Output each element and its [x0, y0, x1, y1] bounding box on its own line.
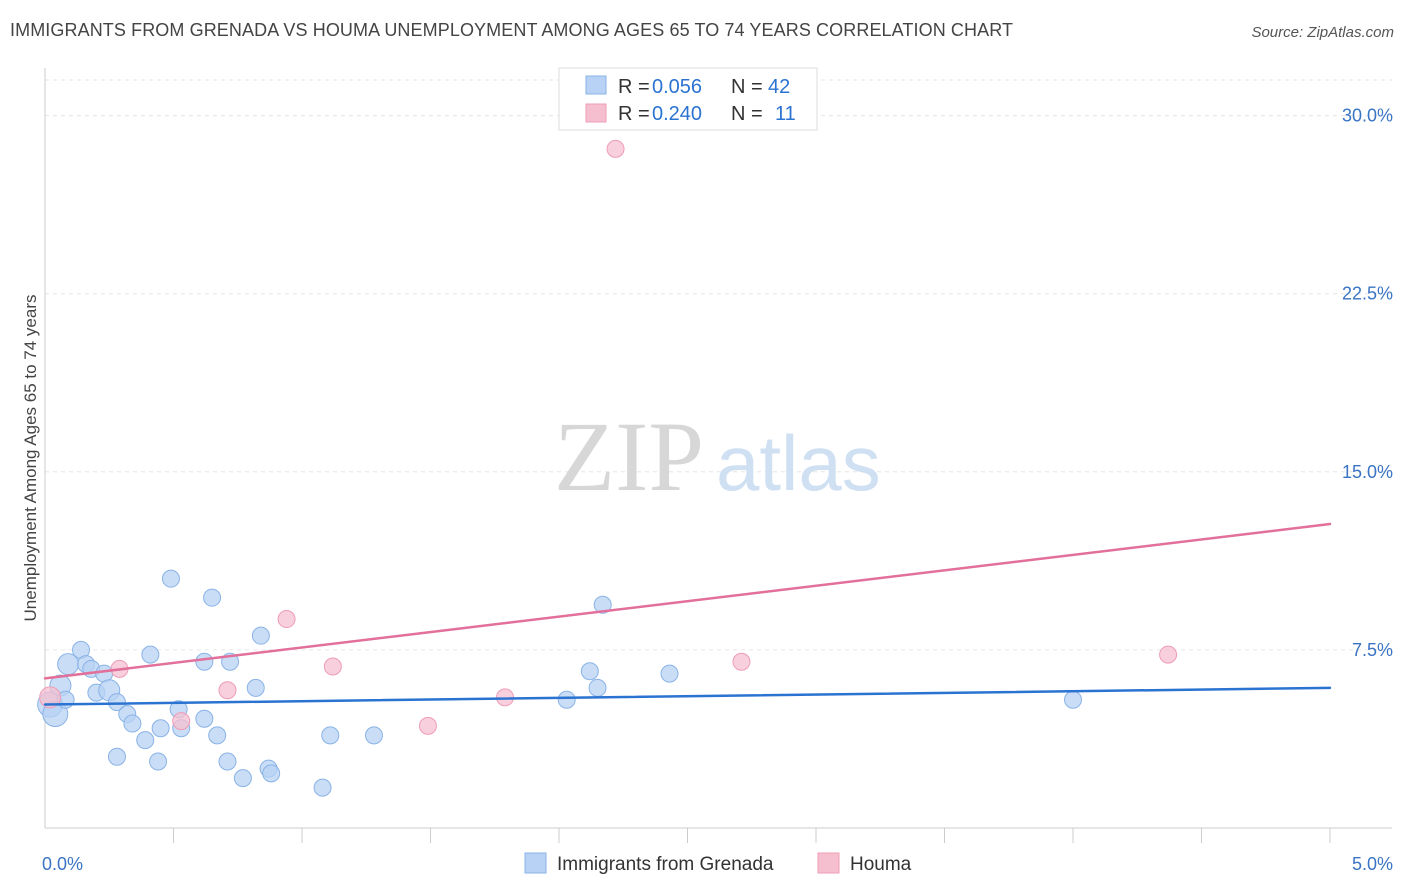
legend-n-label-grenada: N =: [731, 76, 763, 98]
legend-n-label-houma: N =: [731, 103, 763, 125]
legend-r-label-houma: R =: [618, 103, 650, 125]
point-houma-10: [1159, 645, 1178, 664]
watermark-zip: ZIP: [554, 401, 704, 512]
point-grenada-38: [588, 678, 607, 697]
point-grenada-37: [580, 662, 599, 681]
point-grenada-19: [161, 569, 180, 588]
chart-title: IMMIGRANTS FROM GRENADA VS HOUMA UNEMPLO…: [10, 20, 1014, 40]
legend-n-value-houma: 11: [775, 103, 796, 125]
trend-line-houma: [43, 522, 1332, 680]
point-houma-8: [606, 139, 625, 158]
point-grenada-40: [660, 664, 679, 683]
point-houma-0: [39, 686, 62, 709]
point-grenada-22: [195, 709, 214, 728]
series-legend: Immigrants from Grenada Houma: [524, 852, 912, 875]
series-legend-label-grenada: Immigrants from Grenada: [557, 854, 774, 875]
point-grenada-30: [251, 626, 270, 645]
point-houma-4: [277, 610, 296, 629]
point-grenada-15: [136, 731, 155, 750]
point-grenada-33: [313, 778, 332, 797]
point-grenada-18: [151, 719, 170, 738]
point-houma-6: [418, 716, 437, 735]
trend-line-grenada: [43, 686, 1332, 706]
series-grenada-points: [37, 569, 1082, 797]
point-grenada-11: [107, 693, 126, 712]
point-grenada-17: [149, 752, 168, 771]
legend-swatch-grenada: [585, 75, 607, 95]
x-tick-label-0: 0.0%: [42, 854, 83, 874]
point-grenada-24: [203, 588, 222, 607]
y-tick-label-2: 22.5%: [1342, 284, 1393, 304]
point-grenada-26: [218, 752, 237, 771]
point-houma-2: [172, 712, 191, 731]
y-tick-labels: 7.5% 15.0% 22.5% 30.0%: [1342, 106, 1393, 660]
gridlines: [45, 79, 1392, 651]
point-grenada-35: [364, 726, 383, 745]
point-grenada-32: [262, 764, 281, 783]
series-legend-swatch-grenada: [524, 852, 547, 874]
point-grenada-23: [195, 652, 214, 671]
legend-swatch-houma: [585, 103, 607, 123]
legend-r-value-grenada: 0.056: [652, 76, 702, 98]
point-houma-3: [218, 681, 237, 700]
legend-r-label-grenada: R =: [618, 76, 650, 98]
point-grenada-25: [208, 726, 227, 745]
series-houma-points: [39, 139, 1178, 735]
x-tick-labels: 0.0% 5.0%: [42, 854, 1393, 874]
point-grenada-16: [141, 645, 160, 664]
legend-n-value-grenada: 42: [768, 76, 790, 98]
series-legend-label-houma: Houma: [850, 854, 912, 875]
point-grenada-29: [246, 678, 265, 697]
point-grenada-39: [593, 595, 612, 614]
series-legend-swatch-houma: [817, 852, 840, 874]
source-label: Source: ZipAtlas.com: [1251, 24, 1394, 41]
y-tick-label-0: 7.5%: [1352, 640, 1393, 660]
y-tick-label-1: 15.0%: [1342, 462, 1393, 482]
point-grenada-28: [233, 769, 252, 788]
correlation-legend: R = 0.056 N = 42 R = 0.240 N = 11: [558, 67, 818, 131]
point-grenada-34: [321, 726, 340, 745]
watermark-atlas: atlas: [716, 419, 881, 507]
point-grenada-41: [1064, 690, 1082, 709]
point-grenada-12: [107, 747, 126, 766]
trend-lines: [43, 522, 1332, 706]
y-tick-label-3: 30.0%: [1342, 106, 1393, 126]
watermark: ZIP atlas: [554, 401, 881, 512]
x-tick-label-1: 5.0%: [1352, 854, 1393, 874]
point-grenada-36: [557, 690, 576, 709]
y-axis-title: Unemployment Among Ages 65 to 74 years: [21, 295, 40, 622]
point-grenada-14: [123, 714, 142, 733]
point-houma-9: [732, 652, 751, 671]
legend-r-value-houma: 0.240: [652, 103, 702, 125]
point-houma-5: [323, 657, 342, 676]
